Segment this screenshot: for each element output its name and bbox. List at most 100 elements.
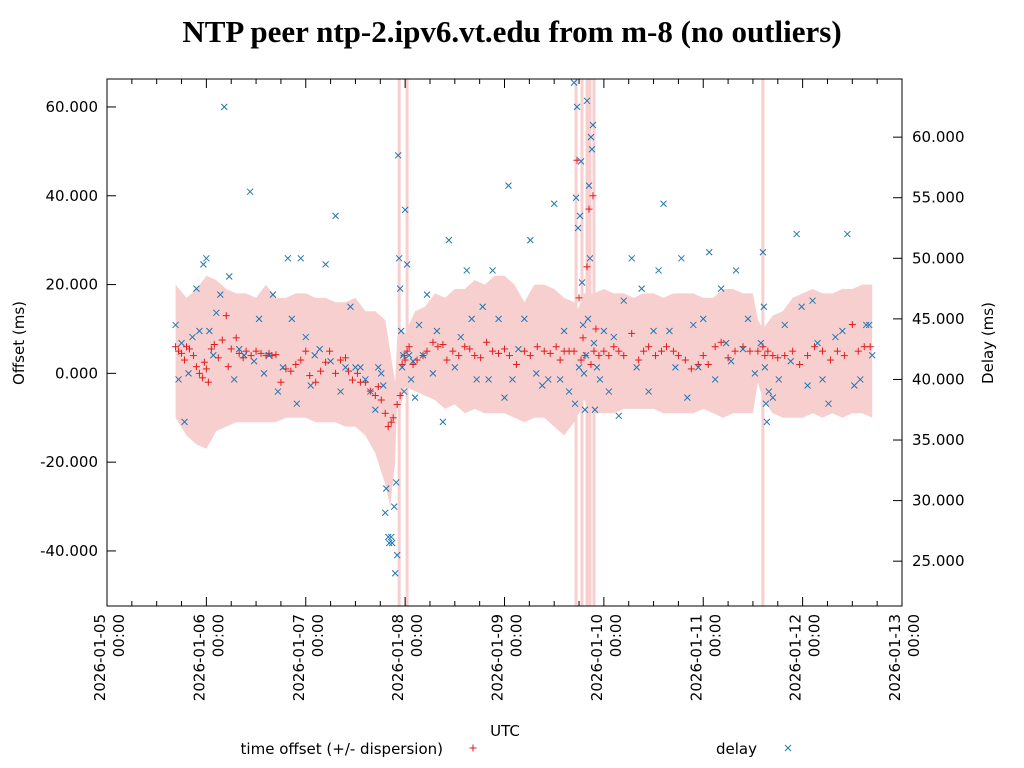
offset-point [297,356,305,364]
legend-offset-label: time offset (+/- dispersion) [241,740,443,758]
delay-point [769,394,777,401]
offset-point [860,343,868,351]
y2-tick-label: 50.000 [912,249,965,267]
offset-point [796,360,804,368]
offset-point [662,343,670,351]
dispersion-band [175,275,873,507]
offset-series-layer [172,156,874,431]
x-tick-label-date: 2026-01-08 [389,614,407,701]
offset-point [681,356,689,364]
offset-point [640,347,648,355]
delay-point [515,345,522,353]
delay-point [705,248,713,256]
y-tick-label: -40.000 [40,542,98,560]
y-tick-label: 60.000 [46,98,99,116]
dispersion-band-layer [175,275,873,507]
offset-point [434,343,442,351]
offset-point [759,343,767,351]
offset-point [207,345,215,353]
offset-point [326,347,334,355]
delay-point [235,345,243,353]
delay-point [357,363,364,371]
delay-point [279,363,287,371]
delay-point [419,351,427,359]
delay-point [396,285,404,292]
delay-point [403,261,411,268]
offset-point [746,347,754,355]
delay-point [739,345,747,353]
offset-point [185,345,193,353]
delay-point [550,200,558,208]
offset-point [589,192,597,200]
outlier-marker-line [585,79,589,606]
offset-point [711,343,719,351]
delay-point [399,351,407,359]
delay-point [463,267,471,274]
x-tick-label-date: 2026-01-13 [886,614,904,701]
delay-point [429,370,437,377]
delay-point [765,388,773,395]
outlier-marker-line [405,79,409,606]
offset-point [848,321,856,329]
delay-point [457,333,465,341]
delay-point [579,321,587,329]
offset-point [374,383,382,391]
offset-point [348,376,356,384]
delay-point [560,327,568,335]
y-tick-label: 20.000 [46,276,99,294]
delay-point [189,333,196,341]
offset-point [592,325,600,333]
delay-point [225,273,233,280]
delay-point [381,509,389,517]
delay-point [655,267,662,274]
delay-point [178,339,185,347]
delay-point [284,254,292,262]
delay-point [505,182,512,189]
delay-point [804,382,811,389]
offset-point [495,349,503,357]
delay-point [220,103,228,111]
delay-point [374,363,382,371]
delay-point [819,376,826,383]
offset-point [277,378,285,386]
offset-point [257,349,265,357]
delay-point [628,254,636,262]
x-tick-label-time: 00:00 [607,614,625,657]
delay-point [587,133,595,141]
delay-point [526,236,534,244]
delay-point [605,388,613,395]
delay-point [347,303,354,311]
delay-point [578,279,586,286]
legend-plus-icon [469,744,477,752]
offset-point [200,358,208,366]
offset-point [731,347,739,355]
delay-point [398,363,406,371]
offset-point [337,356,345,364]
offset-point [505,352,513,360]
x-axis-title: UTC [490,722,520,740]
delay-point [468,315,476,323]
delay-point [593,363,601,371]
delay-point [415,321,423,329]
offset-point [754,347,762,355]
delay-point [332,212,339,220]
offset-point [658,347,666,355]
delay-point [633,363,641,371]
delay-point [316,345,324,353]
delay-point [473,376,481,383]
x-tick-label-time: 00:00 [209,614,227,657]
legend-offset-marker [469,744,477,752]
offset-point [595,352,603,360]
delay-point [255,315,263,323]
delay-point [445,236,453,244]
offset-point [384,423,392,431]
delay-point [689,321,697,329]
delay-point [763,418,771,426]
offset-point [789,347,797,355]
delay-point [600,327,608,335]
x-tick-label-date: 2026-01-10 [588,614,606,701]
offset-point [353,369,361,377]
delay-point [260,370,268,377]
delay-point [759,248,767,256]
